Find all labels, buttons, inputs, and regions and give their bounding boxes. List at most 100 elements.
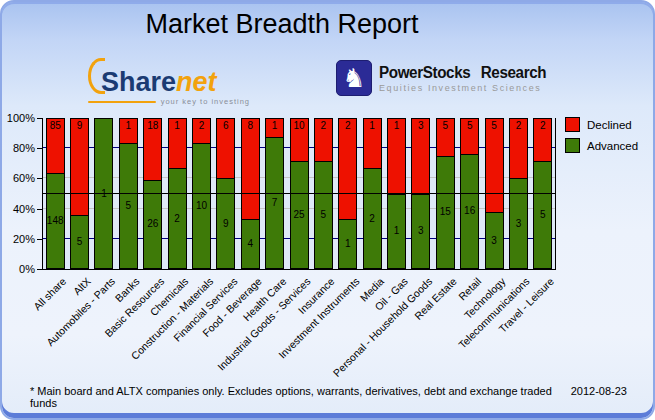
advanced-count-label: 9 [223, 219, 229, 229]
stacked-bar: 21 [338, 118, 357, 269]
legend-label: Declined [587, 119, 632, 131]
declined-count-label: 1 [120, 121, 137, 131]
legend-swatch-declined [565, 117, 580, 132]
legend-item: Declined [565, 117, 638, 132]
stacked-bar: 17 [265, 118, 284, 269]
declined-segment: 1 [168, 118, 187, 168]
declined-count-label: 85 [47, 121, 64, 131]
advanced-count-label: 1 [394, 226, 400, 236]
advanced-segment: 5 [314, 161, 333, 269]
advanced-count-label: 5 [126, 201, 132, 211]
declined-segment: 9 [70, 118, 89, 215]
declined-count-label: 9 [71, 121, 88, 131]
declined-segment: 5 [436, 118, 455, 156]
declined-segment: 2 [338, 118, 357, 219]
stacked-bar: 25 [533, 118, 552, 269]
declined-count-label: 2 [510, 121, 527, 131]
declined-segment: 1 [387, 118, 406, 194]
stacked-bar: 5 15 [436, 118, 455, 269]
advanced-count-label: 2 [369, 214, 375, 224]
declined-segment: 6 [216, 118, 235, 178]
declined-segment: 5 [485, 118, 504, 212]
declined-segment: 5 [460, 118, 479, 154]
stacked-bar: 15 [119, 118, 138, 269]
declined-count-label: 1 [266, 121, 283, 131]
declined-segment: 85 [46, 118, 65, 173]
advanced-count-label: 25 [293, 210, 304, 220]
sharenet-wordmark-net: net [176, 69, 217, 96]
gridline-50 [43, 193, 555, 194]
y-axis-tick-label: 40% [2, 203, 35, 215]
declined-segment: 2 [192, 118, 211, 143]
y-axis-tick [37, 178, 42, 179]
declined-count-label: 1 [169, 121, 186, 131]
category-label: All share [31, 275, 68, 312]
advanced-count-label: 4 [247, 239, 253, 249]
y-axis-tick-label: 60% [2, 172, 35, 184]
market-breadth-chart: 8514895115182612210698417102525211211335… [2, 110, 655, 402]
stacked-bar: 33 [411, 118, 430, 269]
stacked-bar: 84 [241, 118, 260, 269]
sharenet-tagline: your key to investing [156, 97, 250, 106]
advanced-count-label: 3 [418, 226, 424, 236]
advanced-segment: 10 [192, 143, 211, 269]
declined-segment: 2 [509, 118, 528, 178]
declined-segment: 2 [533, 118, 552, 161]
market-breadth-report-card: Market Breadth Report Sharenet your key … [0, 0, 655, 420]
advanced-segment: 3 [411, 194, 430, 270]
legend-swatch-advanced [565, 138, 580, 153]
declined-segment: 1 [363, 118, 382, 168]
stacked-bar: 95 [70, 118, 89, 269]
advanced-segment: 1 [338, 219, 357, 269]
advanced-segment: 25 [290, 161, 309, 269]
legend-label: Advanced [587, 140, 638, 152]
declined-count-label: 3 [412, 121, 429, 131]
declined-count-label: 2 [193, 121, 210, 131]
advanced-count-label: 15 [440, 207, 451, 217]
knight-icon: ♞ [336, 60, 372, 96]
y-axis-tick-label: 20% [2, 233, 35, 245]
y-axis-tick-label: 80% [2, 142, 35, 154]
stacked-bar: 23 [509, 118, 528, 269]
declined-count-label: 8 [242, 121, 259, 131]
advanced-count-label: 3 [491, 236, 497, 246]
declined-segment: 1 [265, 118, 284, 137]
page-title: Market Breadth Report [2, 9, 562, 40]
declined-count-label: 5 [486, 121, 503, 131]
declined-count-label: 5 [461, 121, 478, 131]
sharenet-logo[interactable]: Sharenet your key to investing [88, 58, 250, 106]
y-axis-tick [37, 148, 42, 149]
stacked-bar: 1 [94, 118, 113, 269]
declined-segment: 8 [241, 118, 260, 219]
advanced-count-label: 3 [516, 219, 522, 229]
powerstocks-tagline: Equities Investment Sciences [379, 83, 555, 93]
stacked-bar: 25 [314, 118, 333, 269]
powerstocks-logo[interactable]: ♞ PowerStocks Research Equities Investme… [336, 60, 555, 96]
advanced-count-label: 1 [101, 189, 107, 199]
plot-area: 8514895115182612210698417102525211211335… [42, 118, 556, 270]
declined-count-label: 10 [291, 121, 308, 131]
advanced-count-label: 148 [47, 216, 64, 226]
legend-item: Advanced [565, 138, 638, 153]
report-date: 2012-08-23 [571, 385, 627, 397]
advanced-segment: 16 [460, 154, 479, 269]
advanced-count-label: 5 [77, 237, 83, 247]
y-axis-tick [37, 209, 42, 210]
y-axis-tick [37, 269, 42, 270]
stacked-bar: 85 148 [46, 118, 65, 269]
declined-count-label: 2 [339, 121, 356, 131]
stacked-bar: 10 25 [290, 118, 309, 269]
y-axis-tick-label: 100% [2, 112, 35, 124]
sharenet-underline [88, 101, 156, 103]
advanced-segment: 5 [119, 143, 138, 269]
stacked-bar: 53 [485, 118, 504, 269]
advanced-count-label: 10 [196, 201, 207, 211]
declined-segment: 10 [290, 118, 309, 161]
declined-count-label: 2 [534, 121, 551, 131]
advanced-count-label: 1 [345, 239, 351, 249]
advanced-segment: 5 [533, 161, 552, 269]
advanced-segment: 1 [387, 194, 406, 270]
declined-count-label: 1 [388, 121, 405, 131]
advanced-count-label: 5 [540, 210, 546, 220]
y-axis-tick [37, 239, 42, 240]
